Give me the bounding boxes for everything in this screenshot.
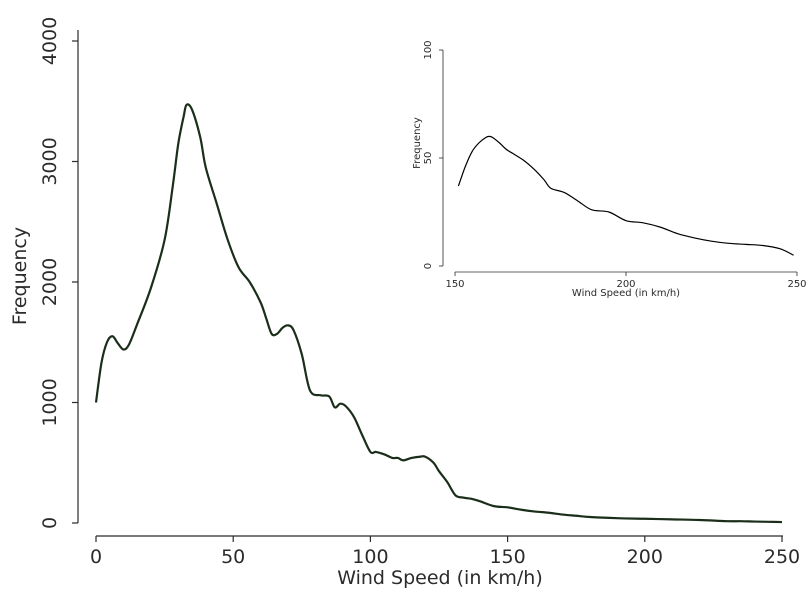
main-x-tick-label: 0 [90, 546, 102, 568]
main-series-line [94, 103, 783, 524]
inset-y-tick-label: 50 [423, 152, 434, 165]
main-y-tick-label: 3000 [39, 137, 61, 185]
inset-y-tick-label: 100 [423, 40, 434, 59]
inset-x-tick-label: 200 [616, 279, 635, 290]
inset-x-tick-label: 250 [787, 279, 806, 290]
inset-x-axis-label: Wind Speed (in km/h) [572, 288, 680, 299]
main-x-axis-label: Wind Speed (in km/h) [337, 567, 543, 589]
main-y-tick-label: 0 [39, 517, 61, 529]
main-x-tick-label: 200 [627, 546, 663, 568]
main-x-tick-label: 150 [489, 546, 525, 568]
inset-series-line [457, 135, 794, 256]
main-x-tick-label: 50 [221, 546, 245, 568]
inset-y-axis-label: Frequency [412, 117, 423, 169]
main-y-tick-label: 4000 [39, 17, 61, 65]
main-x-tick-label: 100 [352, 546, 388, 568]
main-x-tick-label: 250 [764, 546, 800, 568]
inset-x-tick-label: 150 [445, 279, 464, 290]
main-y-axis-label: Frequency [9, 227, 31, 325]
inset-chart: 0 50 100 150 200 250 Wind Speed (in km/h) Fr… [412, 40, 807, 299]
main-y-tick-label: 1000 [39, 378, 61, 426]
main-y-tick-label: 2000 [39, 258, 61, 306]
inset-y-tick-label: 0 [423, 263, 434, 269]
